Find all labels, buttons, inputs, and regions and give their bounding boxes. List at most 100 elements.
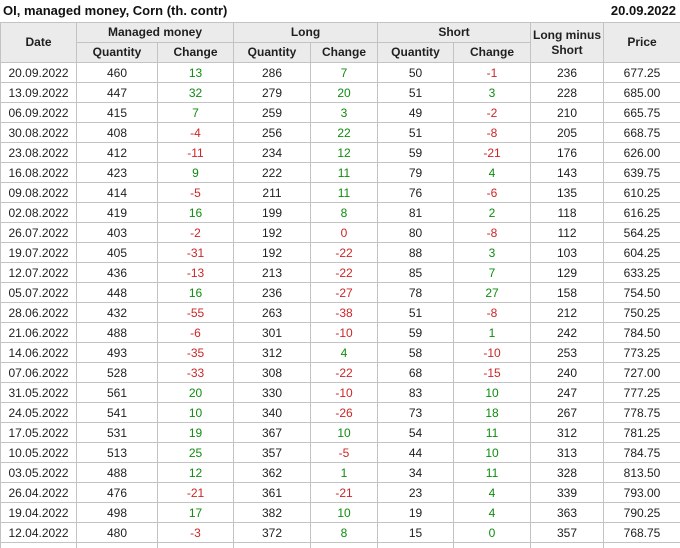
short-change-cell: -1 <box>453 62 532 83</box>
table-row: 21.06.2022 488 -6 301 -10 59 1 242 784.50 <box>0 322 680 343</box>
long-minus-short-cell: 312 <box>530 422 605 443</box>
date-cell: 12.04.2022 <box>0 522 77 543</box>
long-quantity-cell: 357 <box>233 442 311 463</box>
header-group-row: Date Managed money Long Short Long minus… <box>0 22 680 63</box>
price-cell: 754.50 <box>603 282 680 303</box>
long-minus-short-cell: 313 <box>530 442 605 463</box>
short-change-cell: -10 <box>453 342 532 363</box>
short-quantity-cell: 73 <box>377 402 455 423</box>
table-row: 20.09.2022 460 13 286 7 50 -1 236 677.25 <box>0 62 680 83</box>
price-cell: 685.00 <box>603 82 680 103</box>
date-cell: 06.09.2022 <box>0 102 77 123</box>
price-cell: 626.00 <box>603 142 680 163</box>
managed-money-quantity-cell: 405 <box>76 242 158 263</box>
long-minus-short-cell: 328 <box>530 462 605 483</box>
managed-money-quantity-cell: 561 <box>76 382 158 403</box>
long-change-cell: 7 <box>309 62 379 83</box>
managed-money-quantity-cell: 531 <box>76 422 158 443</box>
short-change-cell: -2 <box>453 102 532 123</box>
table-row: 19.07.2022 405 -31 192 -22 88 3 103 604.25 <box>0 242 680 263</box>
managed-money-change-cell: 32 <box>157 82 234 103</box>
long-minus-short-cell: 129 <box>530 262 605 283</box>
long-change-cell: 11 <box>309 182 379 203</box>
short-change-cell: 1 <box>453 322 532 343</box>
short-change-cell: 10 <box>453 442 532 463</box>
partial-row <box>0 542 680 548</box>
short-quantity-cell: 51 <box>377 82 455 103</box>
managed-money-quantity-cell: 488 <box>76 322 158 343</box>
long-change-cell: 10 <box>309 422 379 443</box>
managed-money-change-cell: -21 <box>157 482 234 503</box>
short-quantity-cell: 59 <box>377 142 455 163</box>
short-quantity-cell: 59 <box>377 322 455 343</box>
long-quantity-cell: 312 <box>233 342 311 363</box>
short-quantity-cell <box>377 542 455 548</box>
managed-money-quantity-cell: 447 <box>76 82 158 103</box>
managed-money-change-cell: -6 <box>157 322 234 343</box>
date-cell: 31.05.2022 <box>0 382 77 403</box>
long-change-cell: -22 <box>309 262 379 283</box>
long-minus-short-cell: 339 <box>530 482 605 503</box>
short-quantity-cell: 15 <box>377 522 455 543</box>
short-change-cell: -21 <box>453 142 532 163</box>
short-change-cell: 11 <box>453 422 532 443</box>
short-quantity-cell: 78 <box>377 282 455 303</box>
managed-money-quantity-cell: 414 <box>76 182 158 203</box>
managed-money-quantity-cell: 415 <box>76 102 158 123</box>
managed-money-quantity-cell: 488 <box>76 462 158 483</box>
short-quantity-cell: 50 <box>377 62 455 83</box>
price-cell: 610.25 <box>603 182 680 203</box>
long-quantity-cell: 308 <box>233 362 311 383</box>
col-group-managed-money: Managed money <box>76 22 234 43</box>
managed-money-change-cell: 16 <box>157 282 234 303</box>
managed-money-quantity-cell: 498 <box>76 502 158 523</box>
short-change-cell: 3 <box>453 242 532 263</box>
short-change-cell: -8 <box>453 302 532 323</box>
managed-money-quantity-cell: 436 <box>76 262 158 283</box>
short-change-cell: -8 <box>453 222 532 243</box>
managed-money-change-cell: -3 <box>157 522 234 543</box>
long-minus-short-cell: 210 <box>530 102 605 123</box>
price-cell: 677.25 <box>603 62 680 83</box>
managed-money-quantity-cell: 460 <box>76 62 158 83</box>
long-change-cell: -21 <box>309 482 379 503</box>
price-cell: 750.25 <box>603 302 680 323</box>
long-minus-short-cell: 363 <box>530 502 605 523</box>
long-change-cell: -22 <box>309 362 379 383</box>
date-cell: 10.05.2022 <box>0 442 77 463</box>
long-change-cell: 1 <box>309 462 379 483</box>
price-cell: 768.75 <box>603 522 680 543</box>
col-header-price: Price <box>603 22 680 63</box>
long-change-cell: 20 <box>309 82 379 103</box>
date-cell <box>0 542 77 548</box>
short-change-cell: 18 <box>453 402 532 423</box>
price-cell: 790.25 <box>603 502 680 523</box>
short-change-cell: -15 <box>453 362 532 383</box>
date-cell: 14.06.2022 <box>0 342 77 363</box>
price-cell: 604.25 <box>603 242 680 263</box>
short-change-cell: 0 <box>453 522 532 543</box>
managed-money-quantity-cell: 448 <box>76 282 158 303</box>
short-change-cell: 11 <box>453 462 532 483</box>
date-cell: 12.07.2022 <box>0 262 77 283</box>
table-row: 31.05.2022 561 20 330 -10 83 10 247 777.25 <box>0 382 680 403</box>
date-cell: 02.08.2022 <box>0 202 77 223</box>
col-header-long-minus-short: Long minus Short <box>530 22 605 63</box>
long-minus-short-cell: 240 <box>530 362 605 383</box>
col-header-short-change: Change <box>453 42 532 63</box>
date-cell: 09.08.2022 <box>0 182 77 203</box>
short-quantity-cell: 54 <box>377 422 455 443</box>
col-header-date: Date <box>0 22 77 63</box>
price-cell: 793.00 <box>603 482 680 503</box>
managed-money-change-cell: -55 <box>157 302 234 323</box>
long-minus-short-cell: 236 <box>530 62 605 83</box>
col-header-long-change: Change <box>309 42 379 63</box>
table-row: 28.06.2022 432 -55 263 -38 51 -8 212 750.25 <box>0 302 680 323</box>
col-header-short-quantity: Quantity <box>377 42 455 63</box>
long-quantity-cell: 279 <box>233 82 311 103</box>
short-quantity-cell: 81 <box>377 202 455 223</box>
price-cell: 784.75 <box>603 442 680 463</box>
long-quantity-cell: 361 <box>233 482 311 503</box>
managed-money-quantity-cell: 541 <box>76 402 158 423</box>
